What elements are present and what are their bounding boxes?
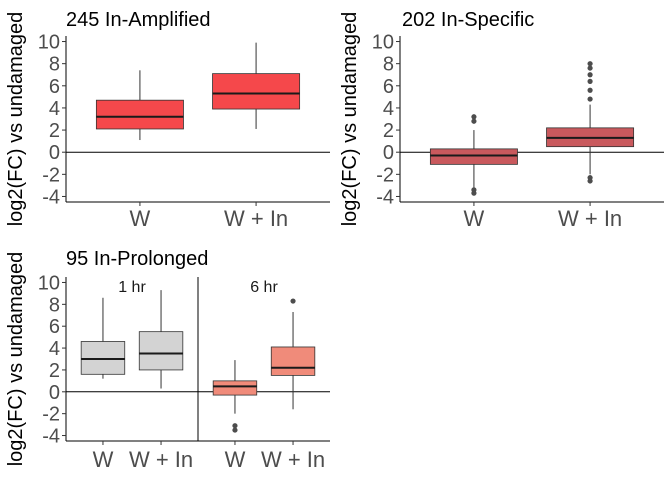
y-tick-label: -4 — [376, 186, 394, 208]
y-tick-label: 10 — [38, 272, 60, 294]
y-tick-label: -4 — [42, 426, 60, 448]
y-tick-label: 6 — [383, 76, 394, 98]
y-tick-label: 10 — [38, 32, 60, 54]
box-iqr — [212, 73, 301, 110]
box-w-plus-in — [212, 42, 301, 129]
outlier-point — [587, 72, 593, 78]
outlier-point — [471, 190, 477, 196]
x-tick-label: W — [130, 206, 151, 231]
outlier-point — [587, 78, 593, 84]
chart-panel: 245 In-Amplified log2(FC) vs undamaged -4-… — [5, 9, 330, 231]
y-tick-label: 2 — [49, 120, 60, 142]
y-tick-label: 8 — [49, 294, 60, 316]
x-tick-label: W + In — [224, 206, 288, 231]
y-tick-label: -2 — [376, 164, 394, 186]
x-tick-label: W + In — [129, 447, 193, 472]
y-tick-label: 8 — [383, 54, 394, 76]
y-tick-label: 2 — [383, 120, 394, 142]
box-w-plus-in — [546, 61, 635, 184]
y-tick-label: -2 — [42, 404, 60, 426]
outlier-point — [587, 61, 593, 67]
outlier-point — [471, 114, 477, 120]
x-tick-label: W + In — [261, 447, 325, 472]
box-w — [95, 70, 184, 141]
outlier-point — [232, 427, 238, 433]
y-axis-label: log2(FC) vs undamaged — [339, 12, 361, 227]
outlier-point — [587, 65, 593, 71]
box-iqr — [429, 148, 518, 165]
chart-panel: 95 In-Prolonged log2(FC) vs undamaged -4-2… — [5, 248, 330, 472]
x-tick-label: W — [93, 447, 114, 472]
y-tick-label: 0 — [383, 142, 394, 164]
box-w — [429, 114, 518, 196]
box-w-plus-in — [138, 290, 184, 389]
chart-panel: 202 In-Specific log2(FC) vs undamaged -4-2… — [339, 9, 664, 231]
chart-title: 95 In-Prolonged — [66, 248, 208, 270]
box-iqr — [270, 346, 316, 376]
outlier-point — [587, 96, 593, 102]
x-tick-label: W + In — [558, 206, 622, 231]
outlier-point — [471, 118, 477, 124]
chart-title: 245 In-Amplified — [66, 9, 211, 31]
outlier-point — [587, 87, 593, 93]
box-w-plus-in — [270, 298, 316, 410]
y-tick-label: 10 — [372, 32, 394, 54]
y-tick-label: -2 — [42, 164, 60, 186]
outlier-point — [290, 298, 296, 304]
outlier-point — [232, 423, 238, 429]
box-iqr — [212, 380, 258, 396]
y-tick-label: 6 — [49, 316, 60, 338]
box-iqr — [80, 341, 126, 375]
y-tick-label: 4 — [383, 98, 394, 120]
box-iqr — [95, 99, 184, 130]
y-tick-label: 6 — [49, 76, 60, 98]
panel-label: 1 hr — [118, 279, 146, 296]
y-tick-label: 4 — [49, 98, 60, 120]
x-tick-label: W — [225, 447, 246, 472]
y-tick-label: 2 — [49, 360, 60, 382]
box-iqr — [138, 331, 184, 371]
y-tick-label: 4 — [49, 338, 60, 360]
panel-label: 6 hr — [250, 279, 278, 296]
box-w — [80, 297, 126, 379]
y-tick-label: 0 — [49, 142, 60, 164]
y-axis-label: log2(FC) vs undamaged — [5, 252, 27, 467]
outlier-point — [587, 178, 593, 184]
x-tick-label: W — [464, 206, 485, 231]
y-tick-label: 8 — [49, 54, 60, 76]
y-tick-label: -4 — [42, 186, 60, 208]
y-axis-label: log2(FC) vs undamaged — [5, 12, 27, 227]
y-tick-label: 0 — [49, 382, 60, 404]
chart-title: 202 In-Specific — [402, 9, 534, 31]
box-w — [212, 360, 258, 433]
